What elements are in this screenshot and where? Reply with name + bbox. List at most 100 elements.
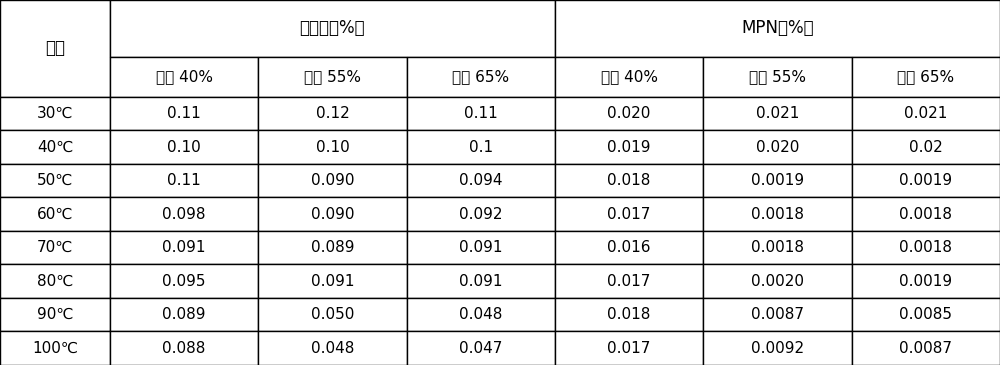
Bar bbox=[407, 331, 555, 365]
Bar bbox=[258, 97, 407, 130]
Text: 80℃: 80℃ bbox=[37, 274, 73, 289]
Text: 90℃: 90℃ bbox=[37, 307, 73, 322]
Text: 0.091: 0.091 bbox=[459, 274, 503, 289]
Bar bbox=[555, 331, 703, 365]
Text: 0.0019: 0.0019 bbox=[899, 173, 952, 188]
Text: 0.10: 0.10 bbox=[167, 139, 201, 154]
Text: 0.1: 0.1 bbox=[469, 139, 493, 154]
Text: 0.0019: 0.0019 bbox=[751, 173, 804, 188]
Bar bbox=[555, 264, 703, 298]
Bar bbox=[703, 97, 852, 130]
Text: 0.021: 0.021 bbox=[904, 106, 948, 121]
Text: 0.11: 0.11 bbox=[464, 106, 498, 121]
Bar bbox=[258, 331, 407, 365]
Text: 0.094: 0.094 bbox=[459, 173, 503, 188]
Bar bbox=[407, 264, 555, 298]
Bar bbox=[555, 197, 703, 231]
Bar bbox=[852, 298, 1000, 331]
Text: 0.021: 0.021 bbox=[756, 106, 799, 121]
Bar bbox=[555, 231, 703, 264]
Text: 银杏酸（%）: 银杏酸（%） bbox=[300, 19, 365, 37]
Text: 0.095: 0.095 bbox=[162, 274, 206, 289]
Bar bbox=[852, 164, 1000, 197]
Text: 0.089: 0.089 bbox=[311, 240, 354, 255]
Bar bbox=[110, 264, 258, 298]
Bar bbox=[852, 57, 1000, 97]
Bar bbox=[852, 264, 1000, 298]
Text: 0.0018: 0.0018 bbox=[751, 240, 804, 255]
Text: 0.092: 0.092 bbox=[459, 207, 503, 222]
Bar bbox=[407, 130, 555, 164]
Text: 50℃: 50℃ bbox=[37, 173, 73, 188]
Text: 0.018: 0.018 bbox=[607, 307, 651, 322]
Bar bbox=[407, 164, 555, 197]
Text: 0.020: 0.020 bbox=[756, 139, 799, 154]
Bar bbox=[852, 231, 1000, 264]
Text: 0.11: 0.11 bbox=[167, 173, 201, 188]
Bar bbox=[555, 130, 703, 164]
Bar bbox=[555, 97, 703, 130]
Text: MPN（%）: MPN（%） bbox=[741, 19, 814, 37]
Bar bbox=[703, 231, 852, 264]
Bar bbox=[0, 97, 110, 130]
Text: 0.098: 0.098 bbox=[162, 207, 206, 222]
Bar bbox=[0, 197, 110, 231]
Bar bbox=[110, 231, 258, 264]
Text: 0.0087: 0.0087 bbox=[899, 341, 952, 356]
Bar bbox=[555, 57, 703, 97]
Text: 0.02: 0.02 bbox=[909, 139, 943, 154]
Text: 水分 55%: 水分 55% bbox=[304, 69, 361, 84]
Bar bbox=[110, 298, 258, 331]
Text: 0.050: 0.050 bbox=[311, 307, 354, 322]
Bar bbox=[703, 130, 852, 164]
Text: 0.048: 0.048 bbox=[459, 307, 502, 322]
Text: 水分 65%: 水分 65% bbox=[897, 69, 954, 84]
Text: 0.088: 0.088 bbox=[162, 341, 206, 356]
Bar bbox=[703, 197, 852, 231]
Text: 0.11: 0.11 bbox=[167, 106, 201, 121]
Text: 0.020: 0.020 bbox=[607, 106, 651, 121]
Text: 0.0087: 0.0087 bbox=[751, 307, 804, 322]
Bar bbox=[555, 164, 703, 197]
Text: 0.0018: 0.0018 bbox=[751, 207, 804, 222]
Bar bbox=[110, 97, 258, 130]
Text: 0.090: 0.090 bbox=[311, 173, 354, 188]
Text: 0.0085: 0.0085 bbox=[899, 307, 952, 322]
Bar bbox=[703, 57, 852, 97]
Bar bbox=[110, 130, 258, 164]
Text: 0.019: 0.019 bbox=[607, 139, 651, 154]
Bar bbox=[258, 298, 407, 331]
Text: 水分 65%: 水分 65% bbox=[452, 69, 509, 84]
Bar bbox=[0, 231, 110, 264]
Bar bbox=[0, 331, 110, 365]
Bar bbox=[110, 331, 258, 365]
Bar bbox=[407, 231, 555, 264]
Text: 0.017: 0.017 bbox=[607, 274, 651, 289]
Text: 70℃: 70℃ bbox=[37, 240, 73, 255]
Text: 温度: 温度 bbox=[45, 39, 65, 57]
Bar bbox=[703, 298, 852, 331]
Bar bbox=[110, 197, 258, 231]
Bar bbox=[852, 97, 1000, 130]
Bar bbox=[0, 298, 110, 331]
Bar bbox=[407, 197, 555, 231]
Text: 0.017: 0.017 bbox=[607, 341, 651, 356]
Bar bbox=[258, 57, 407, 97]
Text: 0.089: 0.089 bbox=[162, 307, 206, 322]
Bar bbox=[258, 197, 407, 231]
Text: 0.0018: 0.0018 bbox=[899, 207, 952, 222]
Bar bbox=[407, 57, 555, 97]
Bar bbox=[0, 130, 110, 164]
Text: 0.016: 0.016 bbox=[607, 240, 651, 255]
Bar bbox=[852, 130, 1000, 164]
Text: 水分 55%: 水分 55% bbox=[749, 69, 806, 84]
Bar bbox=[258, 264, 407, 298]
Text: 0.018: 0.018 bbox=[607, 173, 651, 188]
Text: 水分 40%: 水分 40% bbox=[601, 69, 658, 84]
Text: 0.10: 0.10 bbox=[316, 139, 349, 154]
Bar bbox=[555, 298, 703, 331]
Bar bbox=[258, 130, 407, 164]
Bar bbox=[555, 0, 1000, 57]
Bar bbox=[703, 164, 852, 197]
Text: 0.048: 0.048 bbox=[311, 341, 354, 356]
